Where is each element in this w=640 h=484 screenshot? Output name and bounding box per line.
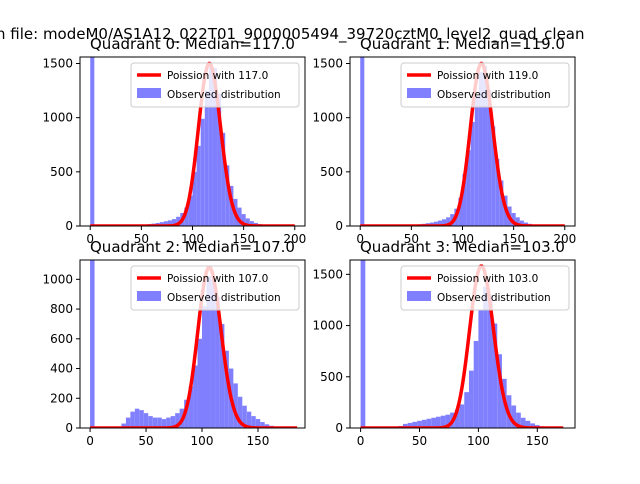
histogram-bar [198,339,202,428]
histogram-bar [469,371,474,428]
legend-label-observed: Observed distribution [437,292,551,304]
subplot-title: Quadrant 3: Median=103.0 [360,238,565,256]
legend-bar-swatch [407,88,431,98]
y-tick-label: 400 [50,362,73,376]
histogram-bar [478,310,483,428]
legend-label-poisson: Poission with 107.0 [167,273,268,285]
legend-label-observed: Observed distribution [167,89,281,101]
histogram-bar [202,306,206,428]
histogram-bar [139,410,143,428]
y-tick-label: 0 [335,421,343,435]
y-tick-label: 800 [50,302,73,316]
y-tick-label: 1500 [312,57,343,71]
histogram-bar [130,412,134,428]
y-tick-label: 500 [50,165,73,179]
y-tick-label: 1000 [312,319,343,333]
histogram-bar [148,416,152,428]
y-tick-label: 600 [50,332,73,346]
histogram-bar [144,413,148,428]
legend-label-poisson: Poission with 119.0 [437,70,538,82]
legend-label-observed: Observed distribution [167,292,281,304]
y-tick-label: 1500 [42,57,73,71]
histogram-bar [205,91,209,226]
histogram-bar [471,122,475,226]
subplot-title: Quadrant 2: Median=107.0 [90,238,295,256]
y-tick-label: 1500 [312,267,343,281]
x-tick-label: 50 [138,434,153,448]
y-tick-label: 1000 [312,111,343,125]
legend-bar-swatch [137,88,161,98]
x-tick-label: 100 [467,434,490,448]
legend-label-observed: Observed distribution [437,89,551,101]
subplot-quadrant-2: 0 50 100 150 0 200 400 600 800 1000 Quadrant 2: Me… [42,238,305,448]
histogram-bar [360,57,364,226]
histogram-bar [475,96,479,226]
x-tick-label: 150 [247,434,270,448]
histogram-bar [135,409,139,428]
histogram-bar [460,404,465,428]
legend-label-poisson: Poission with 117.0 [167,70,268,82]
subplot-title: Quadrant 0: Median=117.0 [90,35,295,53]
legend-bar-swatch [137,291,161,301]
histogram-bar [90,57,94,226]
histogram-bar [464,392,469,428]
y-tick-label: 0 [65,219,73,233]
y-tick-label: 0 [335,219,343,233]
x-tick-label: 100 [191,434,214,448]
subplot-title: Quadrant 1: Median=119.0 [360,35,565,53]
x-tick-label: 50 [412,434,427,448]
y-tick-label: 200 [50,391,73,405]
histogram-bar [197,146,201,226]
y-tick-label: 1000 [42,272,73,286]
y-tick-label: 500 [320,165,343,179]
y-tick-label: 1000 [42,111,73,125]
legend-label-poisson: Poission with 103.0 [437,273,538,285]
histogram-bar [201,119,205,226]
x-tick-label: 0 [357,434,365,448]
legend-bar-swatch [407,291,431,301]
y-tick-label: 500 [320,370,343,384]
y-tick-label: 0 [65,421,73,435]
histogram-bar [474,341,479,428]
histogram-bar [90,260,94,428]
x-tick-label: 0 [86,434,94,448]
x-tick-label: 150 [526,434,549,448]
histogram-bar [361,260,366,428]
